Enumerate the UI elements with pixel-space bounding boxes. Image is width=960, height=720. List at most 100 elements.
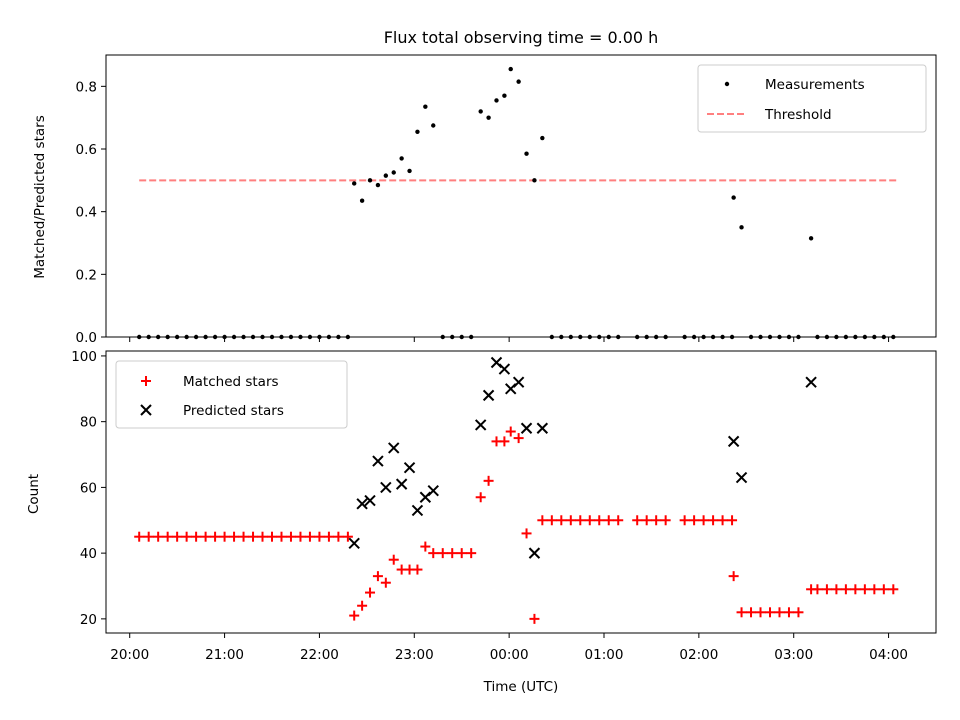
matched-star-point (357, 600, 368, 611)
matched-star-point (295, 531, 306, 542)
matched-star-point (248, 531, 259, 542)
predicted-star-point (411, 504, 424, 517)
matched-star-point (746, 607, 757, 618)
bottom-y-tick-label: 60 (80, 480, 97, 496)
measurement-point (399, 156, 404, 161)
predicted-star-point (380, 481, 392, 494)
matched-star-point (840, 584, 851, 595)
matched-star-point (267, 531, 277, 542)
measurement-point (739, 225, 744, 230)
matched-star-point (660, 515, 671, 526)
predicted-star-point (474, 419, 487, 431)
bottom-x-tick-label: 04:00 (869, 647, 908, 663)
legend-box (697, 64, 927, 133)
top-plot: Flux total observing time = 0.00 h Match… (32, 28, 937, 346)
matched-star-point (529, 613, 540, 624)
predicted-star-point (520, 422, 533, 434)
matched-star-point (878, 584, 889, 595)
matched-star-point (575, 515, 586, 526)
matched-star-point (708, 515, 719, 526)
predicted-star-point (403, 461, 416, 474)
matched-star-point (365, 587, 376, 598)
measurement-point (375, 182, 381, 188)
matched-star-point (210, 531, 221, 542)
legend-predicted-marker (140, 404, 152, 416)
top-y-tick-label: 0.6 (76, 142, 97, 158)
matched-star-point (257, 531, 268, 542)
matched-star-point (850, 584, 861, 595)
matched-star-point (537, 515, 548, 526)
matched-star-point (736, 607, 747, 618)
top-y-tick-label: 0.8 (76, 79, 97, 95)
legend-matched-label: Matched stars (183, 374, 279, 390)
measurement-point (502, 93, 507, 98)
matched-star-point (333, 531, 344, 542)
predicted-star-point (427, 484, 439, 497)
matched-star-point (698, 515, 709, 526)
predicted-star-point (498, 363, 511, 375)
legend-predicted-label: Predicted stars (183, 403, 284, 419)
bottom-x-tick-label: 22:00 (300, 647, 339, 663)
bottom-x-tick-label: 21:00 (205, 647, 244, 663)
matched-star-point (466, 548, 477, 559)
bottom-y-axis-label: Count (26, 474, 42, 514)
matched-star-point (869, 584, 880, 595)
legend-measurements-label: Measurements (765, 77, 865, 93)
matched-star-point (456, 548, 467, 559)
matched-star-point (499, 436, 510, 447)
matched-star-point (191, 531, 202, 542)
matched-star-point (546, 515, 557, 526)
legend-matched-marker (141, 376, 151, 386)
matched-star-point (238, 531, 249, 542)
legend-measurements-marker (724, 81, 730, 87)
matched-star-point (229, 531, 240, 542)
matched-star-point (783, 607, 794, 618)
predicted-star-point (528, 547, 541, 559)
legend-box (115, 360, 348, 429)
matched-star-point (181, 531, 192, 542)
measurement-point (423, 104, 428, 109)
matched-star-point (428, 548, 439, 559)
measurement-point (486, 115, 491, 120)
matched-star-point (556, 515, 567, 526)
matched-star-point (447, 548, 458, 559)
matched-star-point (717, 515, 728, 526)
predicted-star-point (388, 442, 400, 454)
matched-star-point (565, 515, 576, 526)
matched-star-point (774, 607, 785, 618)
matched-star-point (380, 577, 391, 588)
top-y-tick-label: 0.2 (76, 267, 97, 283)
measurement-point (478, 109, 483, 114)
top-y-axis-label: Matched/Predicted stars (32, 115, 48, 278)
bottom-x-axis-label: Time (UTC) (483, 679, 559, 695)
bottom-x-tick-label: 00:00 (490, 647, 529, 663)
measurement-point (359, 198, 365, 203)
matched-star-point (304, 531, 315, 542)
matched-star-point (728, 571, 739, 582)
matched-star-point (613, 515, 624, 526)
matched-star-point (689, 515, 700, 526)
matched-star-point (821, 584, 832, 595)
matched-star-point (162, 531, 173, 542)
measurement-point (431, 123, 436, 128)
bottom-y-tick-label: 40 (80, 546, 97, 562)
measurement-point (407, 168, 412, 174)
matched-star-point (651, 515, 662, 526)
matched-star-point (521, 528, 532, 539)
top-legend: Measurements Threshold (697, 64, 927, 133)
matched-star-point (603, 515, 614, 526)
top-y-tick-label: 0.4 (76, 205, 97, 221)
matched-star-point (342, 531, 353, 542)
matched-star-point (475, 492, 486, 503)
matched-star-point (888, 584, 899, 595)
predicted-star-point (536, 422, 549, 434)
matched-star-point (679, 515, 690, 526)
matched-star-point (219, 531, 230, 542)
bottom-x-tick-label: 03:00 (774, 647, 813, 663)
measurement-point (524, 151, 529, 156)
matched-star-point (437, 548, 448, 559)
measurement-point (540, 135, 545, 141)
bottom-legend: Matched stars Predicted stars (115, 360, 348, 429)
predicted-star-point (364, 494, 376, 507)
top-y-tick-label: 0.0 (76, 330, 97, 346)
